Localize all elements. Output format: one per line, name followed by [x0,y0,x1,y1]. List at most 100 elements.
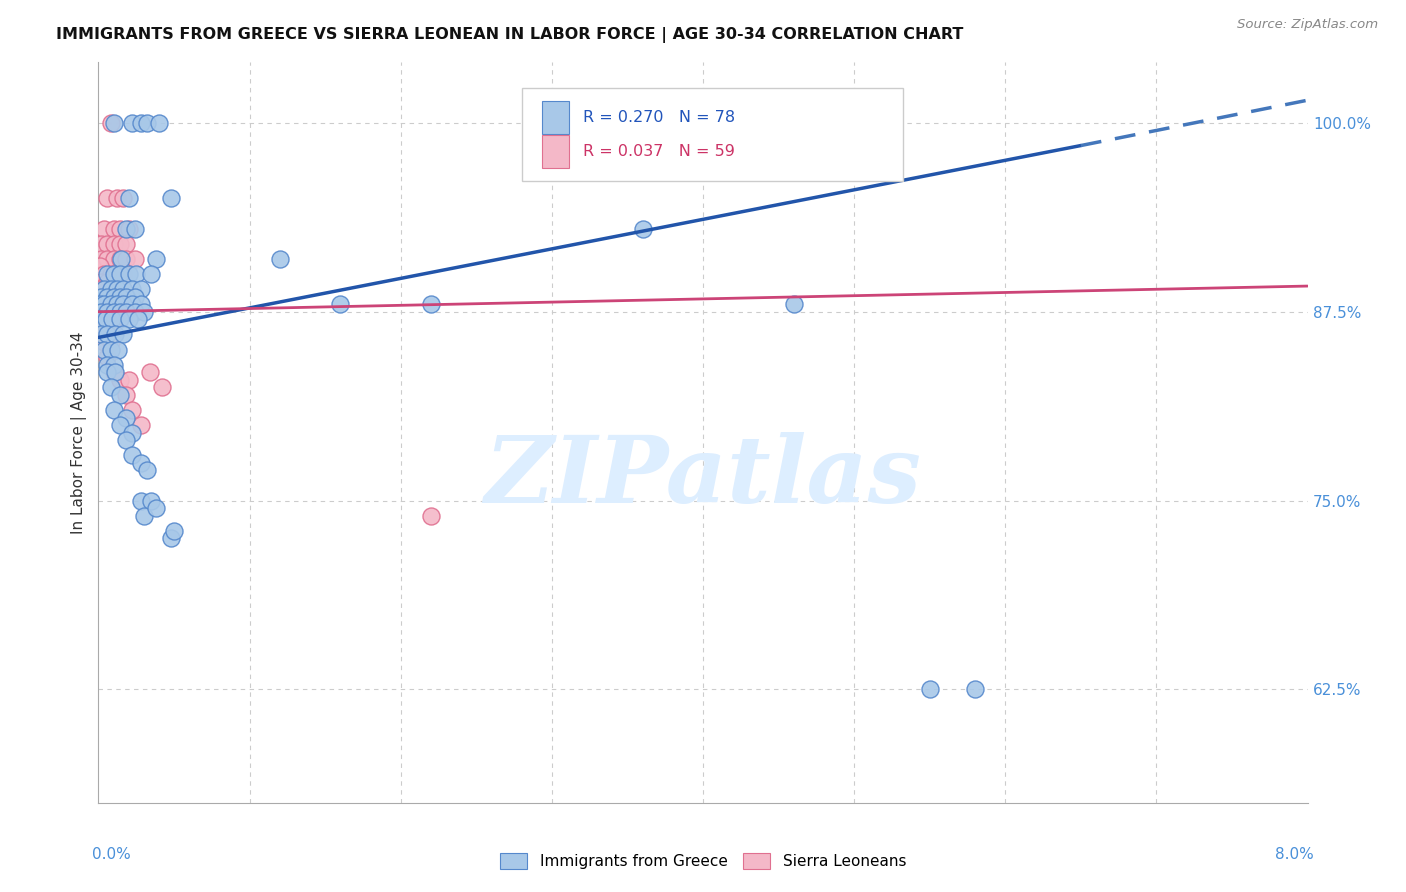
Point [108,418,131,433]
Point [108,252,131,266]
Point [104,365,127,379]
Point [101,312,124,326]
Point [100,290,122,304]
Point [103,267,125,281]
Point [100,282,122,296]
Text: R = 0.270   N = 78: R = 0.270 N = 78 [583,110,735,125]
Point [111,297,134,311]
Point [103,290,125,304]
Point [96,191,118,205]
Point [108,236,131,251]
Point [121,425,143,440]
Text: Source: ZipAtlas.com: Source: ZipAtlas.com [1237,18,1378,31]
Point [103,297,125,311]
Point [94,312,117,326]
Point [125,267,148,281]
Point [631,221,654,235]
Point [108,388,131,402]
Point [135,116,157,130]
Point [114,388,136,402]
Point [104,327,127,342]
Point [96,327,118,342]
Point [96,358,118,372]
Point [124,252,146,266]
Point [132,304,155,318]
Text: IMMIGRANTS FROM GREECE VS SIERRA LEONEAN IN LABOR FORCE | AGE 30-34 CORRELATION : IMMIGRANTS FROM GREECE VS SIERRA LEONEAN… [56,27,963,43]
Point [965,841,987,855]
Point [110,252,132,266]
Point [96,275,118,289]
Point [96,290,118,304]
Point [150,380,173,394]
Point [114,221,136,235]
Point [100,282,122,296]
Point [103,116,125,130]
Point [121,448,143,462]
Point [93,334,115,349]
Point [129,282,152,296]
Point [105,297,128,311]
Text: ZIPatlas: ZIPatlas [485,432,921,522]
Point [100,267,122,281]
Point [103,221,125,235]
Point [111,282,134,296]
Point [114,290,136,304]
Point [100,343,122,357]
Point [127,312,149,326]
Point [121,282,143,296]
Point [163,524,186,538]
Point [103,304,125,318]
Point [90,252,112,266]
Point [90,304,112,318]
Point [100,116,122,130]
Point [111,267,134,281]
Point [108,290,131,304]
Point [114,410,136,425]
Text: 0.0%: 0.0% [93,847,131,863]
Point [96,236,118,251]
Point [141,267,163,281]
Point [782,297,804,311]
Point [105,191,128,205]
Point [111,282,134,296]
Point [90,236,112,251]
Point [100,334,122,349]
Point [89,260,111,274]
Point [121,116,143,130]
Point [90,275,112,289]
Point [141,493,163,508]
Point [135,463,157,477]
Point [90,290,112,304]
Point [108,221,131,235]
Point [269,252,291,266]
Point [108,373,131,387]
Point [114,304,136,318]
Point [103,312,125,326]
Point [105,290,128,304]
Point [100,319,122,334]
Point [111,327,134,342]
Point [129,116,152,130]
Point [108,312,131,326]
Point [93,267,115,281]
Point [148,116,170,130]
Point [96,252,118,266]
Point [145,501,167,516]
Point [103,327,125,342]
Point [93,297,115,311]
Point [103,403,125,417]
Point [145,252,167,266]
Point [93,221,115,235]
Point [93,343,115,357]
Point [96,365,118,379]
Point [93,282,115,296]
Text: 8.0%: 8.0% [1275,847,1313,863]
Point [103,365,125,379]
Point [121,403,143,417]
FancyBboxPatch shape [543,101,569,135]
Point [93,319,115,334]
Point [160,532,183,546]
Point [139,365,162,379]
Point [96,327,118,342]
Point [124,221,146,235]
